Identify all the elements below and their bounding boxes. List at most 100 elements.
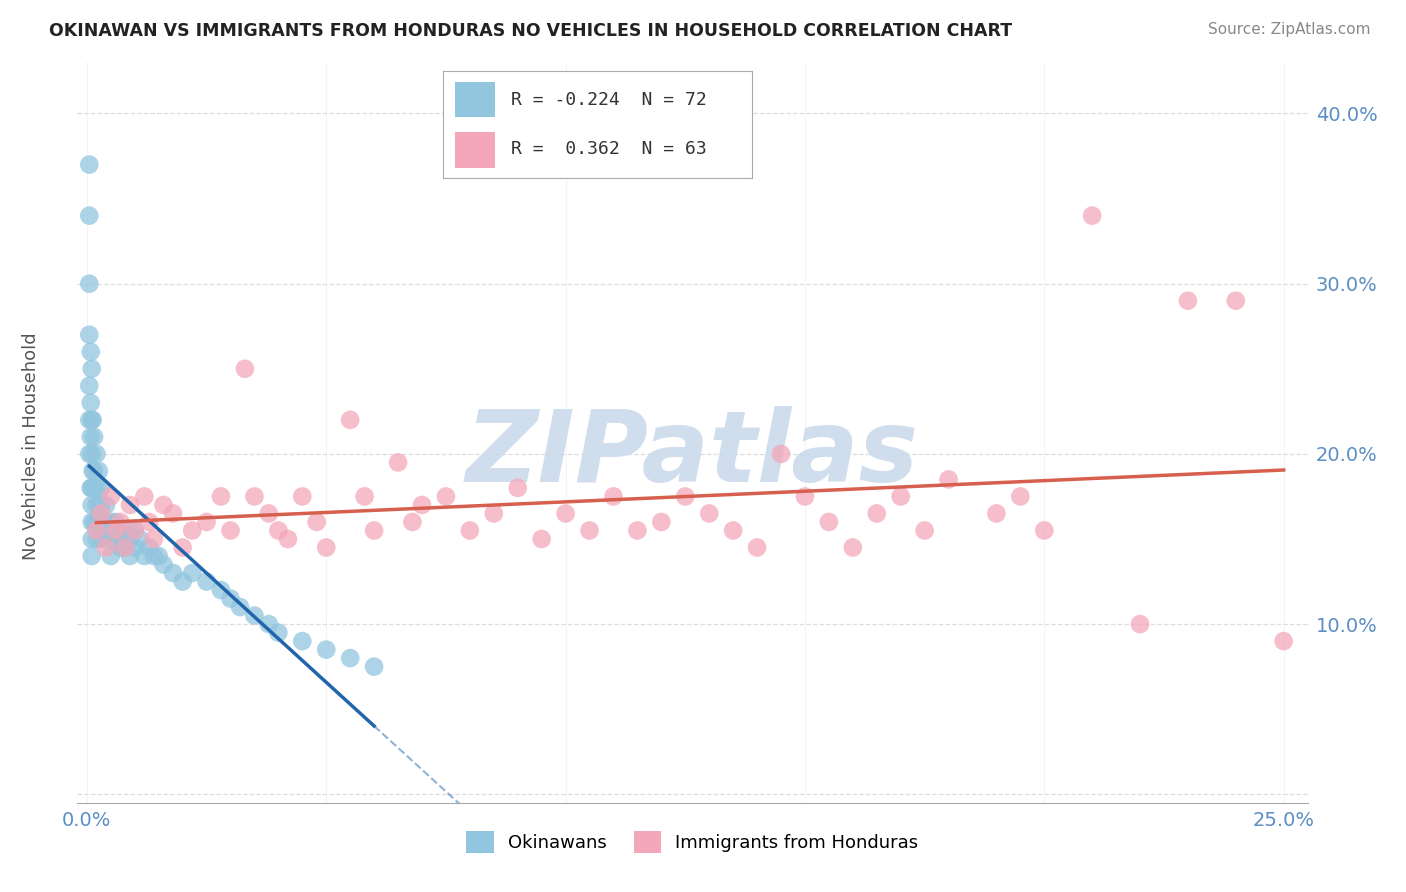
Text: Source: ZipAtlas.com: Source: ZipAtlas.com [1208, 22, 1371, 37]
Point [794, 490, 817, 504]
Point [80, 413, 103, 427]
Point [90, 481, 112, 495]
Point [128, 532, 150, 546]
Point [86, 447, 108, 461]
Point [890, 490, 912, 504]
Point [118, 549, 141, 563]
Point [1177, 293, 1199, 308]
Text: R =  0.362  N = 63: R = 0.362 N = 63 [510, 141, 707, 159]
Point [267, 524, 290, 538]
Point [673, 490, 696, 504]
Point [578, 524, 600, 538]
Point [110, 524, 132, 538]
Point [315, 642, 337, 657]
Point [110, 515, 132, 529]
Point [90, 498, 112, 512]
Point [87, 498, 110, 512]
Point [124, 524, 146, 538]
Point [554, 507, 576, 521]
Point [100, 515, 122, 529]
Point [94, 515, 117, 529]
Point [277, 532, 299, 546]
Bar [456, 132, 495, 168]
Point [1033, 524, 1056, 538]
Point [79, 413, 101, 427]
Point [626, 524, 648, 538]
Point [114, 524, 136, 538]
Point [1010, 490, 1032, 504]
Point [219, 591, 242, 606]
Point [243, 608, 266, 623]
Point [209, 490, 232, 504]
Point [818, 515, 841, 529]
Point [138, 515, 160, 529]
Point [315, 541, 337, 555]
Point [124, 541, 146, 555]
Point [134, 549, 156, 563]
Point [94, 532, 117, 546]
Point [1225, 293, 1247, 308]
Point [104, 515, 127, 529]
Point [134, 490, 156, 504]
Point [162, 507, 184, 521]
Point [100, 490, 122, 504]
Point [291, 490, 314, 504]
Point [172, 541, 194, 555]
Point [100, 549, 122, 563]
Point [80, 498, 103, 512]
Point [87, 464, 110, 478]
Point [434, 490, 457, 504]
Point [363, 524, 385, 538]
Point [257, 507, 280, 521]
Point [339, 413, 361, 427]
Point [195, 574, 218, 589]
Point [80, 532, 103, 546]
Text: R = -0.224  N = 72: R = -0.224 N = 72 [510, 91, 707, 109]
Point [219, 524, 242, 538]
Point [986, 507, 1008, 521]
Point [86, 481, 108, 495]
Legend: Okinawans, Immigrants from Honduras: Okinawans, Immigrants from Honduras [460, 824, 925, 861]
Point [86, 498, 108, 512]
Point [142, 549, 165, 563]
Point [80, 481, 103, 495]
Point [83, 481, 105, 495]
Point [138, 541, 160, 555]
Point [80, 344, 103, 359]
Point [118, 498, 141, 512]
Point [114, 541, 136, 555]
Point [80, 447, 103, 461]
Point [530, 532, 553, 546]
Point [602, 490, 624, 504]
Point [291, 634, 314, 648]
Point [387, 455, 409, 469]
Point [482, 507, 505, 521]
Point [80, 481, 103, 495]
Point [209, 582, 232, 597]
Point [90, 532, 112, 546]
Point [721, 524, 744, 538]
Point [79, 209, 101, 223]
Point [80, 430, 103, 444]
Point [79, 447, 101, 461]
Point [1272, 634, 1295, 648]
Point [267, 625, 290, 640]
Point [94, 541, 117, 555]
Point [80, 396, 103, 410]
Point [181, 566, 204, 580]
Point [233, 361, 256, 376]
Point [79, 277, 101, 291]
Point [80, 515, 103, 529]
Point [90, 507, 112, 521]
Point [142, 532, 165, 546]
Point [118, 532, 141, 546]
Point [83, 430, 105, 444]
Point [866, 507, 889, 521]
Text: ZIPatlas: ZIPatlas [465, 407, 920, 503]
Point [90, 515, 112, 529]
Point [401, 515, 423, 529]
Point [86, 515, 108, 529]
Point [100, 532, 122, 546]
Text: OKINAWAN VS IMMIGRANTS FROM HONDURAS NO VEHICLES IN HOUSEHOLD CORRELATION CHART: OKINAWAN VS IMMIGRANTS FROM HONDURAS NO … [49, 22, 1012, 40]
Point [104, 524, 127, 538]
